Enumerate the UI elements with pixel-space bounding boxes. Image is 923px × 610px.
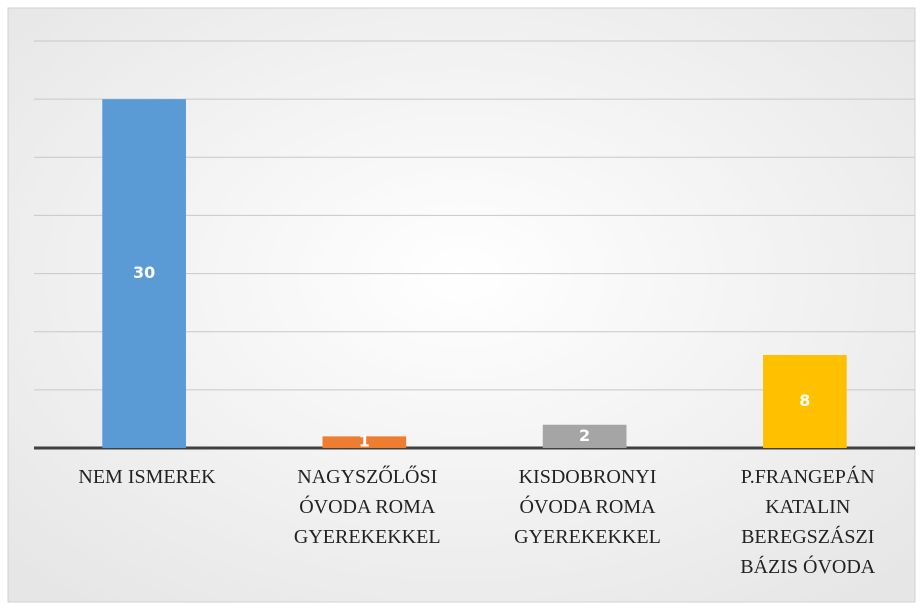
x-tick-label: KISDOBRONYI ÓVODA ROMA GYEREKEKKEL	[514, 466, 661, 548]
x-tick-label: NEM ISMEREK	[78, 466, 216, 488]
value-label: 8	[799, 391, 810, 410]
x-tick-label: P.FRANGEPÁN KATALIN BEREGSZÁSZI BÁZIS ÓV…	[740, 466, 876, 578]
bar	[102, 99, 186, 449]
bar	[542, 424, 627, 448]
bar	[322, 436, 407, 448]
value-label: 2	[579, 426, 590, 445]
bar	[763, 354, 847, 448]
x-tick-label: NAGYSZŐLŐSI ÓVODA ROMA GYEREKEKKEL	[293, 466, 441, 548]
value-label: 1	[359, 432, 370, 451]
value-label: 30	[133, 263, 155, 282]
